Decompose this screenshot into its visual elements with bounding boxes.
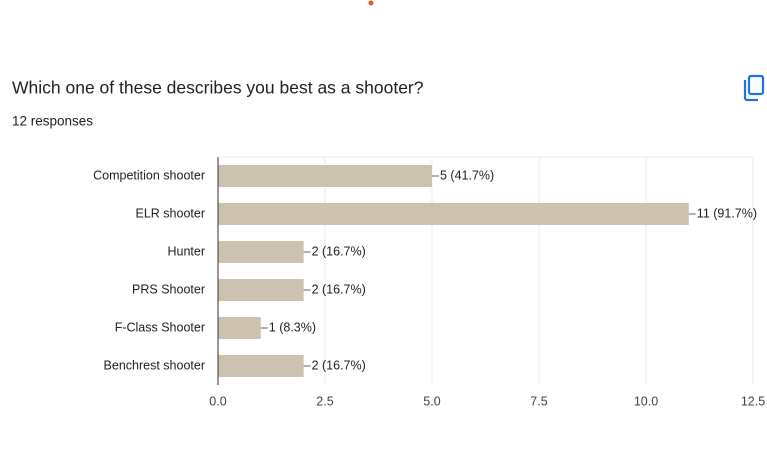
copy-icon-back <box>743 80 758 102</box>
value-label: 2 (16.7%) <box>312 358 366 372</box>
indicator-dot <box>368 0 374 6</box>
y-tick-label: Benchrest shooter <box>104 358 205 372</box>
x-tick-label: 12.5 <box>741 394 765 408</box>
x-tick-label: 0.0 <box>209 394 226 408</box>
bar <box>218 165 432 187</box>
value-label: 11 (91.7%) <box>697 206 757 220</box>
value-label: 5 (41.7%) <box>440 168 494 182</box>
value-label: 2 (16.7%) <box>312 282 366 296</box>
y-tick-label: Competition shooter <box>93 168 205 182</box>
bar <box>218 279 304 301</box>
chart-title: Which one of these describes you best as… <box>12 78 424 98</box>
value-label: 2 (16.7%) <box>312 244 366 258</box>
bar <box>218 317 261 339</box>
copy-icon-front <box>747 74 765 96</box>
chart-subtitle: 12 responses <box>12 114 93 129</box>
bar <box>218 241 304 263</box>
x-tick-label: 2.5 <box>316 394 333 408</box>
y-tick-label: PRS Shooter <box>132 282 205 296</box>
bar <box>218 203 689 225</box>
bar <box>218 355 304 377</box>
copy-icon[interactable] <box>743 74 765 102</box>
x-tick-label: 5.0 <box>423 394 440 408</box>
value-label: 1 (8.3%) <box>269 320 316 334</box>
y-tick-label: ELR shooter <box>136 206 205 220</box>
y-tick-label: F-Class Shooter <box>115 320 205 334</box>
x-tick-label: 7.5 <box>530 394 547 408</box>
y-tick-label: Hunter <box>167 244 205 258</box>
x-tick-label: 10.0 <box>634 394 658 408</box>
